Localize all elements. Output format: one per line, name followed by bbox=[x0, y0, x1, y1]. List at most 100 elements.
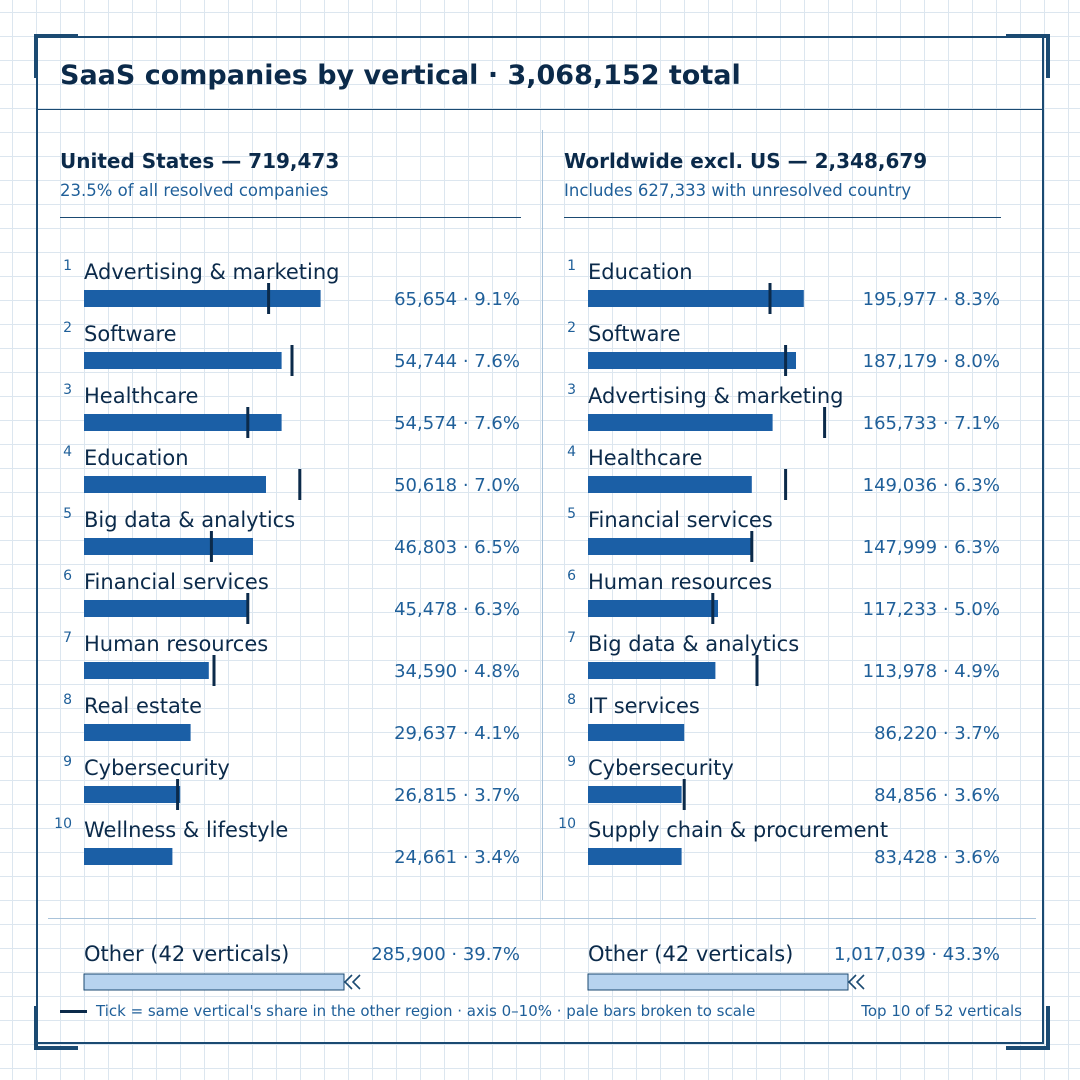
ww-comparison-tick bbox=[750, 531, 754, 562]
ww-category-label: Healthcare bbox=[588, 446, 702, 470]
ww-category-label: Financial services bbox=[588, 508, 773, 532]
ww-category-label: Big data & analytics bbox=[588, 632, 799, 656]
us-other-bar bbox=[83, 973, 345, 991]
us-rank-label: 9 bbox=[63, 754, 72, 770]
ww-value-label: 147,999 · 6.3% bbox=[863, 537, 1000, 558]
ww-rank-label: 7 bbox=[567, 630, 576, 646]
ww-panel-rule bbox=[564, 217, 1001, 218]
us-rank-label: 6 bbox=[63, 568, 72, 584]
us-category-label: Healthcare bbox=[84, 384, 198, 408]
us-comparison-tick bbox=[290, 345, 294, 376]
ww-comparison-tick bbox=[823, 407, 827, 438]
frame-corner-top-right bbox=[1006, 34, 1050, 78]
ww-rank-label: 3 bbox=[567, 382, 576, 398]
ww-rank-label: 5 bbox=[567, 506, 576, 522]
ww-other-value-label: 1,017,039 · 43.3% bbox=[834, 944, 1000, 965]
us-value-label: 46,803 · 6.5% bbox=[394, 537, 520, 558]
us-rank-label: 7 bbox=[63, 630, 72, 646]
us-other-break-mark bbox=[343, 974, 361, 990]
us-panel-subtitle: 23.5% of all resolved companies bbox=[60, 181, 329, 200]
us-comparison-tick bbox=[246, 593, 250, 624]
ww-comparison-tick bbox=[784, 469, 788, 500]
us-value-label: 34,590 · 4.8% bbox=[394, 661, 520, 682]
ww-bar bbox=[588, 662, 716, 679]
us-rank-label: 8 bbox=[63, 692, 72, 708]
us-rank-label: 10 bbox=[54, 816, 72, 832]
ww-rank-label: 9 bbox=[567, 754, 576, 770]
us-comparison-tick bbox=[176, 779, 180, 810]
ww-bar bbox=[588, 724, 685, 741]
ww-value-label: 113,978 · 4.9% bbox=[863, 661, 1000, 682]
ww-category-label: Supply chain & procurement bbox=[588, 818, 888, 842]
us-category-label: Human resources bbox=[84, 632, 268, 656]
us-bar bbox=[84, 352, 282, 369]
us-bar bbox=[84, 786, 181, 803]
us-value-label: 54,574 · 7.6% bbox=[394, 413, 520, 434]
us-bar bbox=[84, 600, 248, 617]
ww-rank-label: 4 bbox=[567, 444, 576, 460]
us-rank-label: 3 bbox=[63, 382, 72, 398]
us-rank-label: 4 bbox=[63, 444, 72, 460]
us-category-label: Big data & analytics bbox=[84, 508, 295, 532]
ww-value-label: 195,977 · 8.3% bbox=[863, 289, 1000, 310]
ww-bar bbox=[588, 476, 752, 493]
ww-other-label: Other (42 verticals) bbox=[588, 942, 793, 966]
ww-rank-label: 1 bbox=[567, 258, 576, 274]
us-bar bbox=[84, 538, 253, 555]
us-value-label: 65,654 · 9.1% bbox=[394, 289, 520, 310]
us-other-value-label: 285,900 · 39.7% bbox=[371, 944, 520, 965]
us-bar bbox=[84, 662, 209, 679]
other-divider bbox=[48, 918, 1036, 919]
us-comparison-tick bbox=[298, 469, 302, 500]
us-bar bbox=[84, 476, 266, 493]
ww-bar bbox=[588, 538, 752, 555]
ww-comparison-tick bbox=[755, 655, 759, 686]
us-other-label: Other (42 verticals) bbox=[84, 942, 289, 966]
us-value-label: 26,815 · 3.7% bbox=[394, 785, 520, 806]
us-value-label: 54,744 · 7.6% bbox=[394, 351, 520, 372]
us-comparison-tick bbox=[267, 283, 271, 314]
ww-category-label: Cybersecurity bbox=[588, 756, 734, 780]
us-bar bbox=[84, 414, 282, 431]
legend: Tick = same vertical's share in the othe… bbox=[60, 1001, 1022, 1023]
ww-bar bbox=[588, 848, 682, 865]
ww-bar bbox=[588, 786, 682, 803]
us-rank-label: 2 bbox=[63, 320, 72, 336]
us-category-label: Software bbox=[84, 322, 177, 346]
ww-bar bbox=[588, 414, 773, 431]
us-category-label: Education bbox=[84, 446, 189, 470]
us-comparison-tick bbox=[209, 531, 213, 562]
ww-bar bbox=[588, 600, 718, 617]
ww-comparison-tick bbox=[784, 345, 788, 376]
us-panel-title: United States — 719,473 bbox=[60, 149, 340, 173]
column-divider bbox=[542, 130, 543, 900]
us-category-label: Advertising & marketing bbox=[84, 260, 340, 284]
ww-other-bar bbox=[587, 973, 849, 991]
us-rank-label: 5 bbox=[63, 506, 72, 522]
ww-comparison-tick bbox=[682, 779, 686, 810]
us-value-label: 29,637 · 4.1% bbox=[394, 723, 520, 744]
frame-corner-top-left bbox=[34, 34, 78, 78]
ww-value-label: 84,856 · 3.6% bbox=[874, 785, 1000, 806]
ww-value-label: 117,233 · 5.0% bbox=[863, 599, 1000, 620]
ww-category-label: Software bbox=[588, 322, 681, 346]
ww-category-label: Human resources bbox=[588, 570, 772, 594]
us-value-label: 45,478 · 6.3% bbox=[394, 599, 520, 620]
ww-value-label: 165,733 · 7.1% bbox=[863, 413, 1000, 434]
frame-corner-bottom-right bbox=[1006, 1006, 1050, 1050]
us-value-label: 50,618 · 7.0% bbox=[394, 475, 520, 496]
frame-corner-bottom-left bbox=[34, 1006, 78, 1050]
us-bar bbox=[84, 848, 173, 865]
chart-frame bbox=[36, 36, 1044, 1044]
ww-value-label: 83,428 · 3.6% bbox=[874, 847, 1000, 868]
us-category-label: Wellness & lifestyle bbox=[84, 818, 288, 842]
ww-category-label: Education bbox=[588, 260, 693, 284]
ww-rank-label: 10 bbox=[558, 816, 576, 832]
ww-panel-title: Worldwide excl. US — 2,348,679 bbox=[564, 149, 928, 173]
ww-rank-label: 8 bbox=[567, 692, 576, 708]
us-comparison-tick bbox=[212, 655, 216, 686]
ww-comparison-tick bbox=[768, 283, 772, 314]
us-bars-group: 1 Advertising & marketing 65,654 · 9.1% 2 So… bbox=[54, 258, 520, 991]
ww-rank-label: 6 bbox=[567, 568, 576, 584]
